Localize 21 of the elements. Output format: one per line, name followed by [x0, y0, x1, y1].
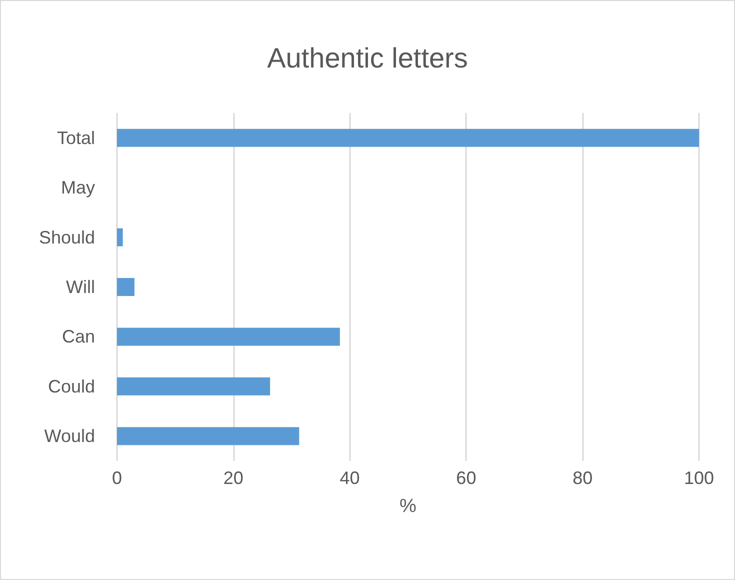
x-tick-label: 60: [456, 468, 476, 488]
x-tick-label: 40: [340, 468, 360, 488]
y-tick-label: Total: [56, 128, 95, 148]
bar: [117, 328, 340, 346]
y-tick-label: May: [60, 178, 95, 198]
bar: [117, 228, 123, 246]
x-tick-label: 0: [112, 468, 122, 488]
x-tick-label: 80: [572, 468, 593, 488]
x-tick-label: 20: [223, 468, 244, 488]
y-tick-label: Would: [44, 426, 95, 446]
bar: [117, 128, 699, 147]
x-axis-title: %: [400, 496, 417, 517]
y-tick-label: Could: [48, 376, 95, 396]
bar: [117, 278, 134, 296]
bar: [117, 377, 270, 396]
x-tick-label: 100: [684, 468, 714, 488]
y-tick-label: Can: [62, 326, 95, 347]
y-tick-label: Should: [38, 227, 95, 248]
bar: [117, 427, 300, 446]
chart-title: Authentic letters: [267, 42, 468, 74]
y-tick-label: Will: [66, 277, 95, 297]
